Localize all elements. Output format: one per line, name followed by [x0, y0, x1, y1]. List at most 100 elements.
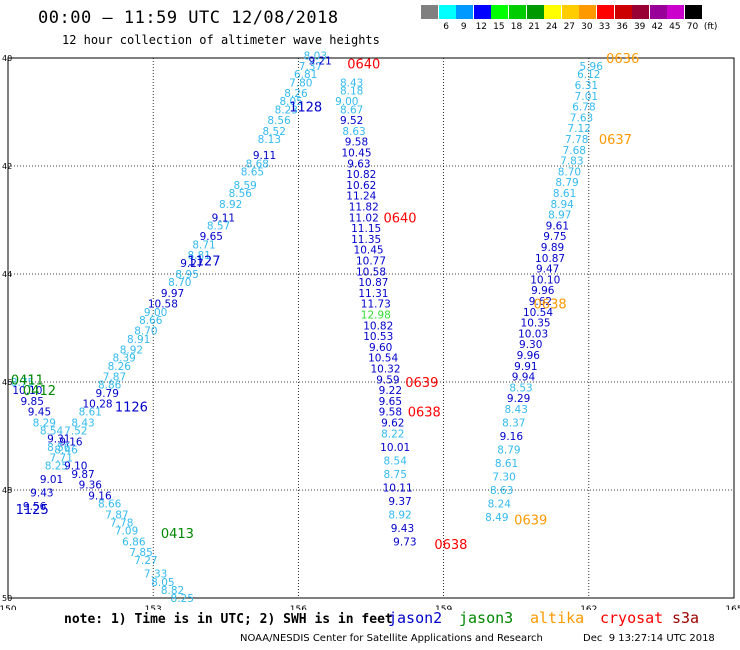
wave-height-value: 8.86: [98, 380, 122, 392]
legend-swatch: [491, 5, 509, 19]
wave-height-value: 12.98: [361, 310, 391, 322]
wave-height-value: 9.16: [500, 431, 524, 443]
wave-height-value: 8.22: [381, 428, 404, 440]
legend-swatch: [438, 5, 456, 19]
legend-swatch: [456, 5, 474, 19]
wave-height-value: 9.65: [200, 231, 223, 243]
pass-time-label: 1125: [16, 503, 49, 518]
wave-height-value: 8.95: [175, 269, 198, 281]
wave-height-value: 7.52: [64, 426, 87, 438]
wave-height-value: 10.87: [535, 253, 565, 265]
legend-swatch: [579, 5, 597, 19]
wave-height-value: 11.82: [349, 202, 379, 214]
wave-height-value: 9.89: [541, 242, 564, 254]
track-1125-1126: 9.569.439.018.257.718.469.167.528.438.61…: [23, 50, 332, 513]
wave-height-value: 8.39: [112, 353, 135, 365]
lon-tick-label: 159: [435, 605, 452, 610]
wave-height-value: 9.96: [517, 350, 541, 362]
lat-tick-label: 46: [2, 378, 12, 387]
satellite-jason2: jason2: [388, 609, 443, 627]
wave-height-value: 7.85: [129, 547, 152, 559]
wave-height-value: 9.61: [546, 220, 569, 232]
satellite-cryosat: cryosat: [600, 609, 664, 627]
legend-swatch: [526, 5, 544, 19]
wave-height-value: 9.62: [529, 296, 552, 308]
pass-time-label: 0640: [347, 57, 380, 72]
wave-height-value: 7.30: [492, 472, 515, 484]
wave-height-value: 6.81: [294, 69, 317, 81]
wave-height-value: 9.16: [59, 436, 83, 448]
wave-height-value: 8.70: [558, 166, 581, 178]
wave-height-value: 9.73: [393, 536, 416, 548]
wave-height-value: 8.43: [340, 77, 363, 89]
lat-tick-label: 42: [2, 162, 12, 171]
generated-timestamp: Dec 9 13:27:14 UTC 2018: [583, 633, 715, 644]
wave-height-value: 8.92: [388, 509, 411, 521]
wave-height-value: 9.63: [347, 158, 370, 170]
legend-swatch: [614, 5, 632, 19]
wave-height-value: 8.24: [488, 499, 512, 511]
wave-height-value: 11.02: [349, 212, 379, 224]
wave-height-value: 10.82: [346, 169, 376, 181]
pass-time-label: 1128: [289, 101, 322, 116]
wave-height-value: 8.66: [98, 499, 122, 511]
wave-height-value: 8.18: [340, 85, 363, 97]
wave-height-value: 9.36: [79, 480, 103, 492]
pass-time-label: 0411: [11, 373, 44, 388]
legend-label: 15: [493, 22, 505, 32]
wave-height-value: 9.11: [253, 150, 276, 162]
pass-time-label: 1126: [115, 400, 148, 415]
wave-height-value: 7.71: [50, 453, 73, 465]
legend-swatch: [632, 5, 650, 19]
wave-height-value: 8.26: [108, 361, 132, 373]
pass-time-label: 0639: [405, 376, 438, 391]
footer-note: note: 1) Time is in UTC; 2) SWH is in fe…: [64, 612, 393, 627]
wave-height-value: 8.68: [246, 158, 269, 170]
wave-height-value: 7.01: [575, 91, 598, 103]
wave-height-value: 9.87: [71, 469, 94, 481]
pass-time-label: 1127: [187, 255, 220, 270]
wave-height-value: 8.63: [490, 485, 513, 497]
wave-height-value: 8.23: [275, 104, 298, 116]
legend-swatch: [421, 5, 438, 19]
wave-height-value: 8.25: [45, 461, 68, 473]
wave-height-value: 8.97: [548, 210, 571, 222]
wave-height-value: 9.65: [379, 396, 402, 408]
credit-line: NOAA/NESDIS Center for Satellite Applica…: [240, 633, 543, 644]
wave-height-value: 8.13: [258, 134, 281, 146]
wave-height-value: 9.85: [21, 396, 44, 408]
legend-swatch: [685, 5, 702, 19]
wave-height-value: 9.10: [64, 461, 87, 473]
wave-height-value: 7.63: [570, 112, 593, 124]
map-frame: [7, 57, 735, 599]
pass-time-label: 0639: [514, 514, 547, 529]
wave-height-value: 8.59: [233, 180, 256, 192]
wave-height-value: 8.94: [550, 199, 574, 211]
lon-tick-label: 153: [145, 605, 162, 610]
wave-height-value: 8.75: [11, 377, 34, 389]
legend-unit: (ft): [703, 22, 718, 32]
legend-label: 6: [443, 22, 449, 32]
wave-height-value: 9.21: [308, 56, 331, 68]
wave-height-value: 9.75: [543, 231, 566, 243]
wave-height-value: 7.80: [289, 77, 312, 89]
wave-height-value: 9.56: [23, 501, 47, 513]
legend-label: 42: [651, 22, 664, 32]
wave-height-value: 9.29: [507, 393, 530, 405]
wave-height-value: 8.05: [151, 577, 174, 589]
wave-height-value: 9.31: [47, 434, 70, 446]
legend-swatch: [561, 5, 579, 19]
wave-height-value: 9.00: [144, 307, 167, 319]
legend-label: 36: [616, 22, 628, 32]
wave-height-value: 7.27: [134, 555, 157, 567]
pass-time-label: 0636: [606, 52, 639, 67]
legend-label: 30: [581, 22, 593, 32]
wave-height-value: 11.35: [351, 234, 381, 246]
wave-height-value: 8.43: [71, 418, 94, 430]
wave-height-value: 9.16: [88, 490, 112, 502]
wave-height-value: 7.68: [563, 145, 586, 157]
wave-height-value: 10.03: [518, 328, 548, 340]
wave-height-value: 7.37: [299, 61, 322, 73]
wave-height-value: 8.49: [485, 512, 508, 524]
wave-height-value: 9.01: [40, 474, 63, 486]
